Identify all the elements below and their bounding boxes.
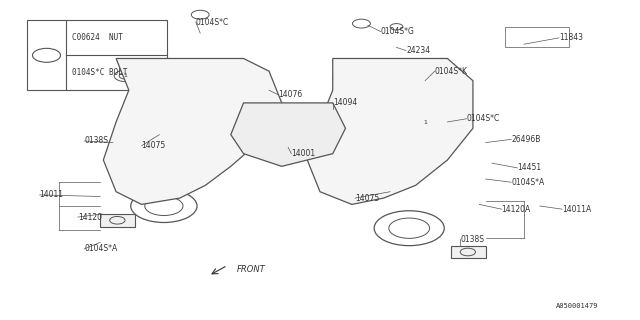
Text: 14001: 14001 (291, 149, 316, 158)
Text: A050001479: A050001479 (556, 303, 598, 309)
Text: 0104S*C: 0104S*C (467, 114, 500, 123)
Text: 0104S*A: 0104S*A (84, 244, 118, 253)
Text: 0104S*A: 0104S*A (511, 178, 545, 187)
Text: 0138S: 0138S (460, 235, 484, 244)
Text: 14075: 14075 (355, 194, 380, 203)
Bar (505, 27, 568, 47)
Text: FRONT: FRONT (237, 265, 266, 274)
Text: 0138S: 0138S (84, 136, 108, 146)
Text: 1: 1 (424, 120, 428, 125)
Bar (100, 214, 135, 227)
Bar (27, 20, 167, 90)
Text: 14094: 14094 (333, 99, 357, 108)
Text: 14120: 14120 (78, 212, 102, 222)
Text: 1: 1 (44, 51, 49, 60)
Text: 14011A: 14011A (562, 205, 591, 214)
Text: 14451: 14451 (518, 164, 541, 172)
Bar (451, 246, 486, 258)
Text: 14120A: 14120A (502, 205, 531, 214)
Text: C00624  NUT: C00624 NUT (72, 33, 123, 42)
Polygon shape (307, 59, 473, 204)
Text: 24234: 24234 (406, 46, 430, 55)
Text: 14011: 14011 (40, 190, 63, 199)
Polygon shape (231, 103, 346, 166)
Text: 1: 1 (124, 73, 127, 78)
Text: 11843: 11843 (559, 33, 583, 42)
Circle shape (33, 48, 61, 62)
Text: 0104S*K: 0104S*K (435, 67, 468, 76)
Text: 14076: 14076 (278, 91, 303, 100)
Text: 0104S*C: 0104S*C (196, 18, 229, 27)
Text: 14075: 14075 (141, 141, 166, 150)
Text: 0104S*C BOLT: 0104S*C BOLT (72, 68, 127, 76)
Text: 26496B: 26496B (511, 135, 541, 144)
Text: 0104S*G: 0104S*G (381, 27, 415, 36)
Polygon shape (103, 59, 282, 204)
